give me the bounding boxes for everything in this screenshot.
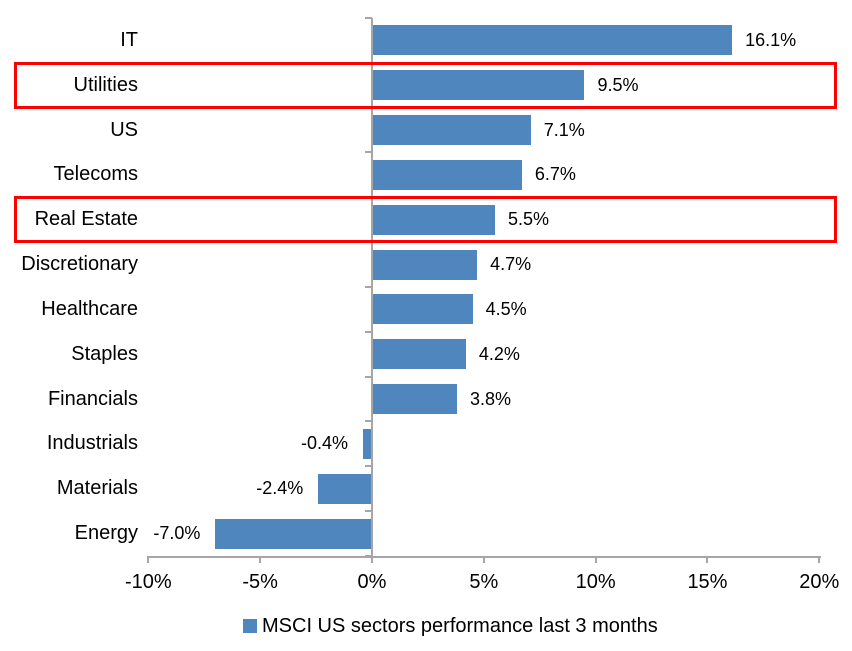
category-label: Utilities <box>73 73 138 96</box>
value-label: -0.4% <box>301 433 349 454</box>
bar <box>371 115 531 146</box>
y-axis-tick <box>364 17 372 19</box>
x-axis-tick <box>594 555 597 563</box>
y-axis-tick <box>364 151 372 154</box>
category-label: Telecoms <box>53 163 138 186</box>
x-axis-tick <box>482 555 485 563</box>
legend: MSCI US sectors performance last 3 month… <box>243 612 658 640</box>
legend-marker-icon <box>243 619 257 633</box>
legend-label: MSCI US sectors performance last 3 month… <box>262 614 658 637</box>
value-label: 5.5% <box>507 209 549 230</box>
value-label: 3.8% <box>469 388 511 409</box>
y-axis-line <box>370 18 373 558</box>
bar <box>215 518 372 549</box>
x-tick-label: 15% <box>687 571 728 593</box>
category-label: Healthcare <box>41 297 138 320</box>
value-label: 4.7% <box>490 254 532 275</box>
value-label: 4.5% <box>485 298 527 319</box>
x-tick-label: -10% <box>124 571 172 593</box>
y-axis-tick <box>364 285 372 288</box>
x-tick-label: 0% <box>357 571 387 593</box>
bar <box>371 25 733 56</box>
category-label: Materials <box>56 477 138 500</box>
y-axis-tick <box>364 330 372 333</box>
bar <box>371 249 478 280</box>
x-axis-tick <box>706 555 709 563</box>
value-label: 4.2% <box>478 343 520 364</box>
x-tick-label: -5% <box>242 571 278 593</box>
value-label: 9.5% <box>597 74 639 95</box>
category-label: Discretionary <box>21 253 138 276</box>
y-axis-tick <box>364 465 372 468</box>
bar <box>371 204 495 235</box>
value-label: 7.1% <box>543 119 585 140</box>
bar <box>371 339 466 370</box>
bar <box>371 70 585 101</box>
value-label: 16.1% <box>745 30 797 50</box>
x-axis-line <box>148 555 821 558</box>
x-axis-tick <box>370 555 373 563</box>
category-label: Energy <box>74 522 138 545</box>
x-axis-tick <box>147 555 150 563</box>
category-label: Financials <box>47 387 138 410</box>
category-label: Industrials <box>46 432 138 455</box>
bar <box>371 384 457 415</box>
x-tick-label: 20% <box>799 571 840 593</box>
x-tick-label: 5% <box>469 571 499 593</box>
category-label: IT <box>120 29 138 51</box>
category-label: US <box>110 118 138 141</box>
value-label: 6.7% <box>534 164 576 185</box>
x-axis-tick <box>259 555 262 563</box>
bar <box>318 473 372 504</box>
x-tick-label: 10% <box>575 571 616 593</box>
y-axis-tick <box>364 375 372 378</box>
bar <box>371 159 522 190</box>
highlight-box <box>14 196 837 244</box>
y-axis-tick <box>364 420 372 423</box>
value-label: -7.0% <box>153 523 201 544</box>
category-label: Real Estate <box>34 208 138 231</box>
bar <box>363 428 372 459</box>
category-label: Staples <box>71 342 138 365</box>
highlight-box <box>14 61 837 109</box>
y-axis-tick <box>364 510 372 513</box>
value-label: -2.4% <box>256 478 304 499</box>
bar <box>371 294 473 325</box>
x-axis-tick <box>818 555 821 563</box>
